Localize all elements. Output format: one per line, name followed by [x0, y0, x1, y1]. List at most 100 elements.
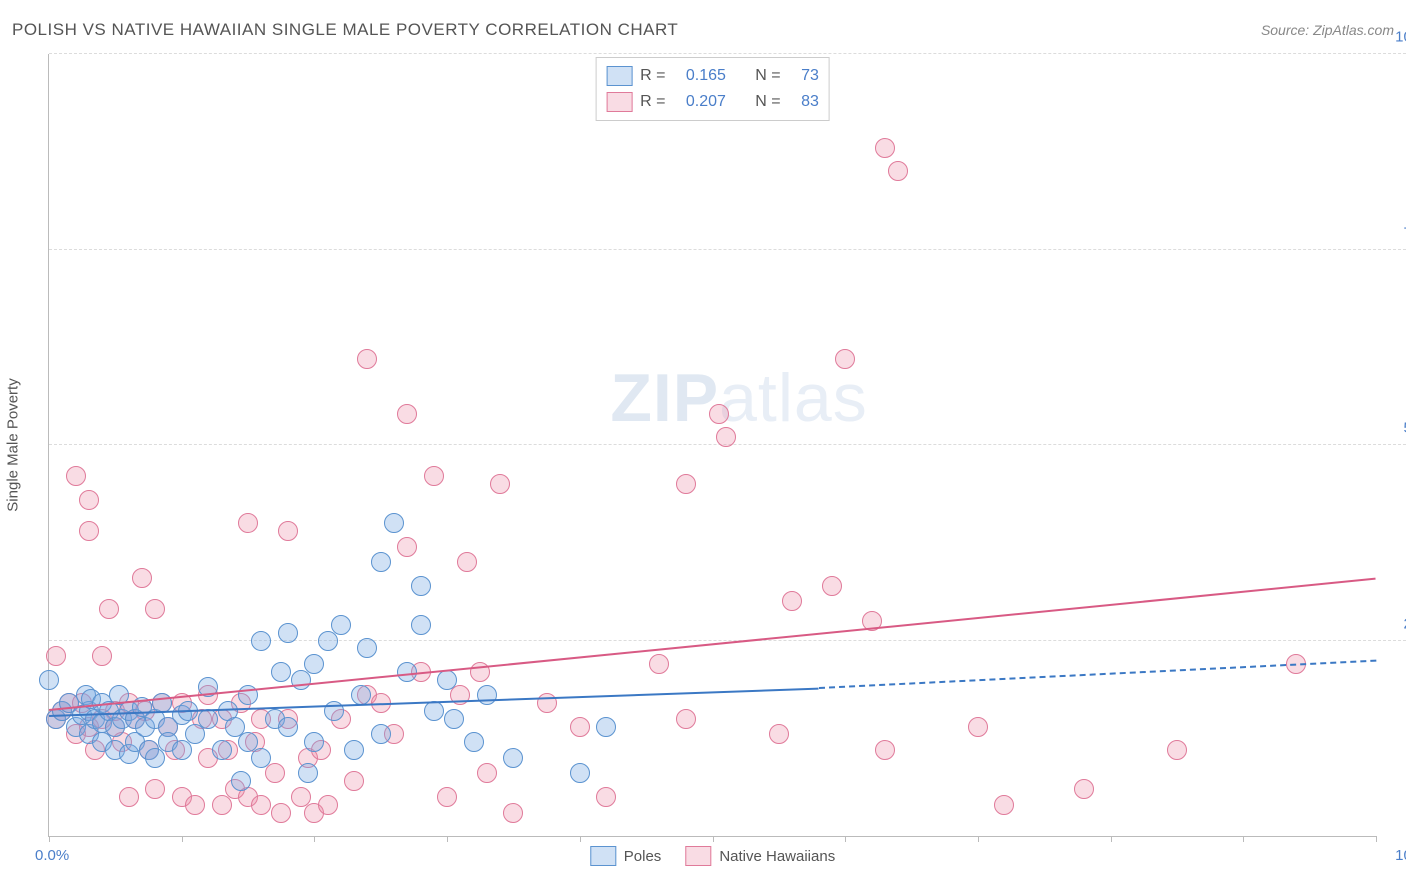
- legend-row: R = 0.207 N = 83: [606, 89, 819, 115]
- scatter-point-blue: [278, 623, 298, 643]
- scatter-point-pink: [709, 404, 729, 424]
- scatter-point-pink: [503, 803, 523, 823]
- scatter-point-blue: [331, 615, 351, 635]
- scatter-point-pink: [968, 717, 988, 737]
- scatter-point-pink: [397, 537, 417, 557]
- scatter-point-blue: [172, 740, 192, 760]
- y-axis-label: Single Male Poverty: [5, 378, 22, 511]
- x-tick: [447, 836, 448, 842]
- x-axis-min-label: 0.0%: [35, 847, 69, 864]
- x-axis-max-label: 100.0%: [1395, 847, 1406, 864]
- scatter-point-pink: [676, 474, 696, 494]
- plot-area: Single Male Poverty ZIPatlas 25.0%50.0%7…: [48, 54, 1376, 837]
- scatter-point-pink: [212, 795, 232, 815]
- scatter-point-blue: [318, 631, 338, 651]
- scatter-point-blue: [411, 576, 431, 596]
- series-legend-label: Native Hawaiians: [719, 848, 835, 865]
- scatter-point-pink: [676, 709, 696, 729]
- scatter-point-blue: [357, 638, 377, 658]
- scatter-point-blue: [278, 717, 298, 737]
- scatter-point-blue: [351, 685, 371, 705]
- scatter-point-pink: [875, 138, 895, 158]
- x-tick: [314, 836, 315, 842]
- series-legend: Poles Native Hawaiians: [590, 846, 835, 866]
- scatter-point-pink: [835, 349, 855, 369]
- x-tick: [182, 836, 183, 842]
- y-tick-label: 100.0%: [1384, 29, 1406, 46]
- chart-title: POLISH VS NATIVE HAWAIIAN SINGLE MALE PO…: [12, 20, 678, 40]
- scatter-point-pink: [649, 654, 669, 674]
- scatter-point-blue: [304, 654, 324, 674]
- scatter-point-pink: [92, 646, 112, 666]
- x-tick: [580, 836, 581, 842]
- scatter-point-pink: [397, 404, 417, 424]
- scatter-point-blue: [503, 748, 523, 768]
- scatter-point-pink: [79, 521, 99, 541]
- scatter-point-blue: [411, 615, 431, 635]
- scatter-point-pink: [437, 787, 457, 807]
- x-tick: [1376, 836, 1377, 842]
- scatter-point-blue: [437, 670, 457, 690]
- scatter-point-pink: [318, 795, 338, 815]
- legend-swatch: [606, 66, 632, 86]
- scatter-point-blue: [570, 763, 590, 783]
- scatter-point-pink: [424, 466, 444, 486]
- scatter-point-blue: [212, 740, 232, 760]
- scatter-point-blue: [596, 717, 616, 737]
- scatter-point-pink: [769, 724, 789, 744]
- scatter-point-pink: [251, 795, 271, 815]
- scatter-point-blue: [344, 740, 364, 760]
- scatter-point-blue: [185, 724, 205, 744]
- scatter-point-pink: [119, 787, 139, 807]
- scatter-point-pink: [271, 803, 291, 823]
- scatter-point-pink: [716, 427, 736, 447]
- x-tick: [713, 836, 714, 842]
- scatter-point-blue: [424, 701, 444, 721]
- scatter-point-blue: [464, 732, 484, 752]
- scatter-point-pink: [994, 795, 1014, 815]
- scatter-point-pink: [145, 599, 165, 619]
- scatter-point-blue: [198, 709, 218, 729]
- scatter-point-pink: [457, 552, 477, 572]
- y-tick-label: 25.0%: [1384, 615, 1406, 632]
- scatter-point-pink: [477, 763, 497, 783]
- scatter-point-blue: [371, 552, 391, 572]
- scatter-point-blue: [298, 763, 318, 783]
- scatter-point-pink: [596, 787, 616, 807]
- scatter-point-blue: [251, 631, 271, 651]
- scatter-point-pink: [79, 490, 99, 510]
- series-legend-item: Native Hawaiians: [685, 846, 835, 866]
- scatter-point-blue: [371, 724, 391, 744]
- scatter-point-pink: [490, 474, 510, 494]
- scatter-point-pink: [46, 646, 66, 666]
- scatter-point-blue: [384, 513, 404, 533]
- scatter-point-pink: [782, 591, 802, 611]
- scatter-point-blue: [477, 685, 497, 705]
- legend-swatch: [606, 92, 632, 112]
- scatter-point-blue: [304, 732, 324, 752]
- scatter-point-pink: [278, 521, 298, 541]
- legend-row: R = 0.165 N = 73: [606, 63, 819, 89]
- scatter-point-pink: [66, 466, 86, 486]
- series-legend-item: Poles: [590, 846, 662, 866]
- x-tick: [978, 836, 979, 842]
- x-tick: [1111, 836, 1112, 842]
- scatter-point-pink: [888, 161, 908, 181]
- legend-swatch: [590, 846, 616, 866]
- scatter-point-blue: [444, 709, 464, 729]
- scatter-point-blue: [231, 771, 251, 791]
- x-tick: [1243, 836, 1244, 842]
- scatter-point-pink: [185, 795, 205, 815]
- scatter-point-pink: [1074, 779, 1094, 799]
- y-tick-label: 75.0%: [1384, 224, 1406, 241]
- scatter-point-pink: [357, 349, 377, 369]
- scatter-point-blue: [271, 662, 291, 682]
- scatter-point-blue: [145, 748, 165, 768]
- scatter-point-pink: [265, 763, 285, 783]
- scatter-point-pink: [570, 717, 590, 737]
- legend-swatch: [685, 846, 711, 866]
- scatter-point-pink: [99, 599, 119, 619]
- y-tick-label: 50.0%: [1384, 420, 1406, 437]
- scatter-point-pink: [238, 513, 258, 533]
- scatter-point-pink: [822, 576, 842, 596]
